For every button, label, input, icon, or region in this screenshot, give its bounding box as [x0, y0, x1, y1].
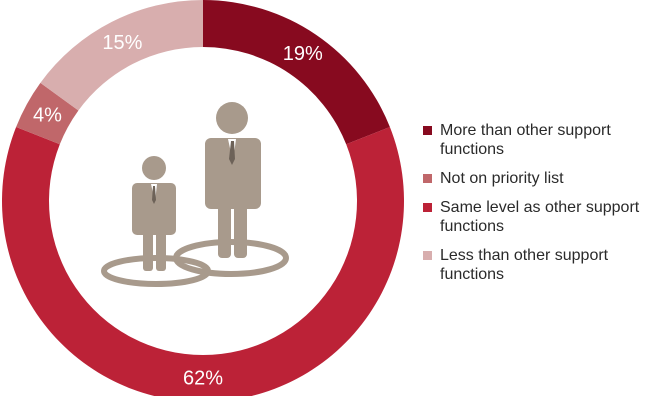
pie-slice-3 [40, 0, 203, 111]
pie-slice-2 [16, 82, 79, 145]
slice-value-label-1: 62% [183, 368, 223, 390]
slice-value-label-3: 15% [102, 32, 142, 54]
legend-swatch [423, 174, 432, 183]
legend-swatch [423, 251, 432, 260]
legend-label: Same level as other support functions [440, 199, 640, 235]
legend-item-less-than-other: Less than other support functions [423, 246, 671, 284]
legend-label: More than other support functions [440, 122, 611, 158]
legend-item-not-on-priority-list: Not on priority list [423, 169, 671, 188]
chart-legend: More than other support functions Not on… [423, 121, 671, 294]
slice-value-label-2: 4% [33, 104, 62, 126]
slice-value-label-0: 19% [283, 43, 323, 65]
donut-slices [2, 0, 404, 396]
legend-item-more-than-other: More than other support functions [423, 121, 671, 159]
two-business-people-icon [101, 102, 289, 287]
pie-slice-1 [2, 127, 404, 396]
legend-item-same-level: Same level as other support functions [423, 198, 671, 236]
slice-labels: 19% 62% 4% 15% [33, 32, 323, 390]
pie-slice-0 [203, 0, 390, 145]
legend-label: Not on priority list [440, 170, 564, 187]
legend-swatch [423, 203, 432, 212]
legend-swatch [423, 126, 432, 135]
legend-label: Less than other support functions [440, 247, 609, 283]
